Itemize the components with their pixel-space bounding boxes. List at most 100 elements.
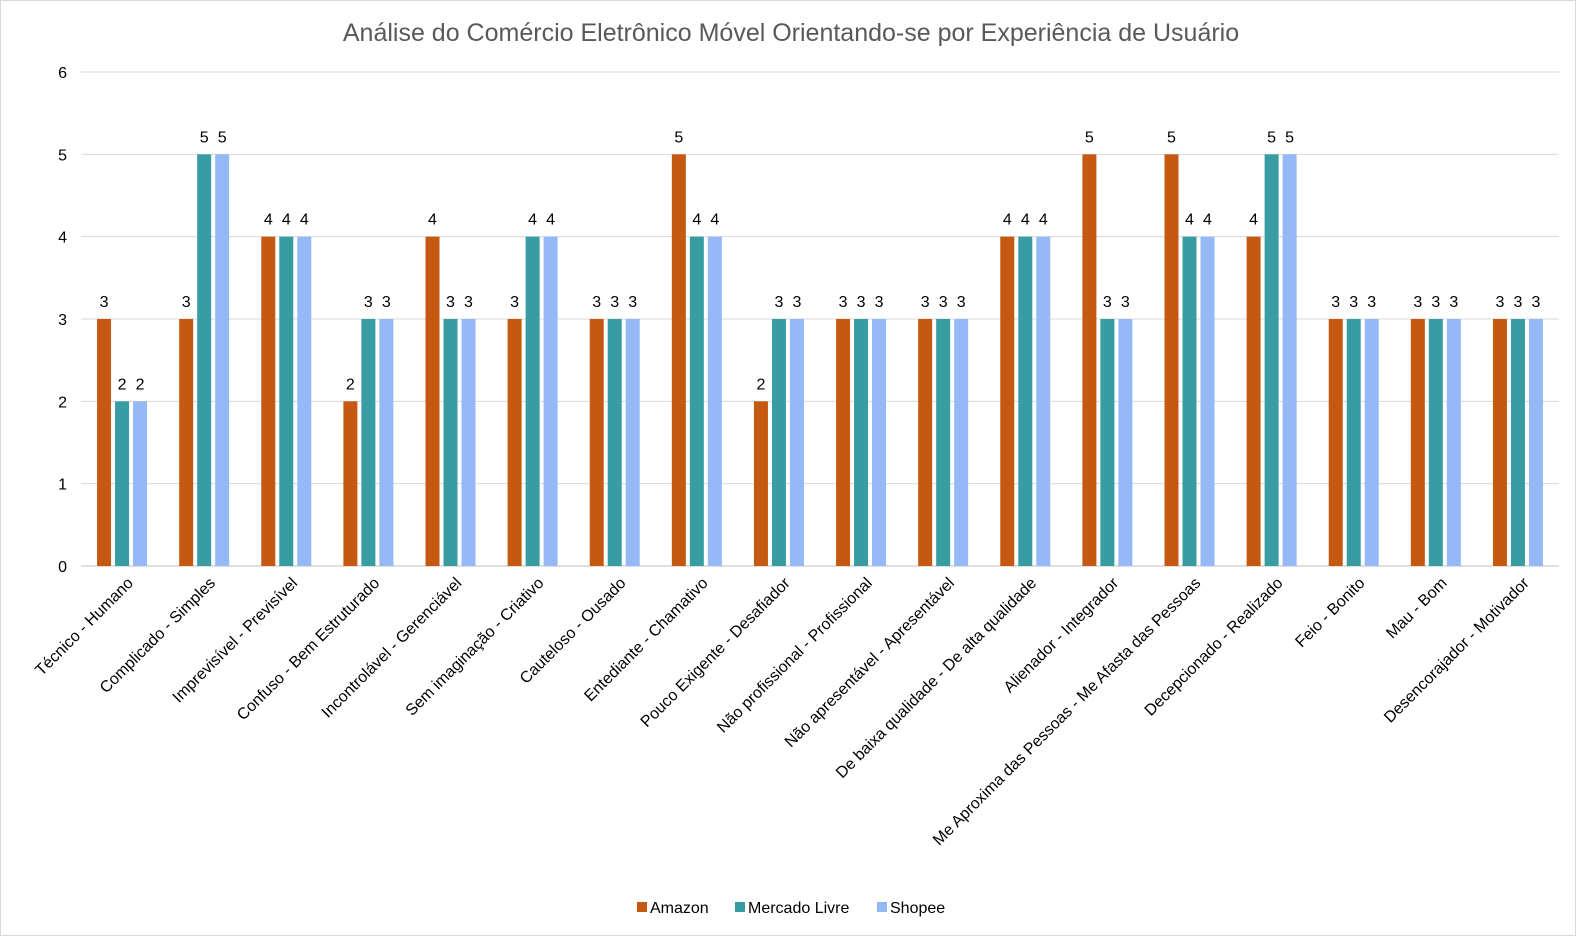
data-label: 5 [218, 129, 227, 146]
data-label: 5 [1285, 129, 1294, 146]
data-label: 3 [857, 294, 866, 311]
data-label: 3 [628, 294, 637, 311]
bar-shopee [133, 401, 148, 566]
bar-mercado-livre [1018, 236, 1033, 566]
bar-shopee [1446, 319, 1461, 566]
data-label: 3 [792, 294, 801, 311]
bar-mercado-livre [1510, 319, 1525, 566]
data-label: 3 [1513, 294, 1522, 311]
data-label: 2 [346, 376, 355, 393]
data-label: 3 [1331, 294, 1340, 311]
data-label: 4 [710, 212, 719, 229]
data-label: 3 [774, 294, 783, 311]
data-label: 3 [1121, 294, 1130, 311]
bar-mercado-livre [936, 319, 951, 566]
data-label: 3 [1449, 294, 1458, 311]
bar-amazon [1000, 236, 1015, 566]
bar-amazon [836, 319, 851, 566]
bar-shopee [1282, 154, 1297, 567]
bar-amazon [671, 154, 686, 567]
bar-shopee [297, 236, 312, 566]
bar-mercado-livre [115, 401, 130, 566]
bar-amazon [1492, 319, 1507, 566]
bar-amazon [179, 319, 194, 566]
bar-mercado-livre [689, 236, 704, 566]
data-label: 4 [1021, 212, 1030, 229]
bar-shopee [461, 319, 476, 566]
data-label: 3 [100, 294, 109, 311]
y-tick-label: 4 [58, 230, 67, 247]
bars [97, 154, 1543, 567]
legend-swatch [637, 902, 647, 912]
bar-mercado-livre [525, 236, 540, 566]
bar-amazon [261, 236, 276, 566]
bar-amazon [97, 319, 112, 566]
data-label: 3 [1495, 294, 1504, 311]
data-label: 3 [1103, 294, 1112, 311]
data-label: 4 [264, 212, 273, 229]
bar-amazon [425, 236, 440, 566]
legend-swatch [877, 902, 887, 912]
y-tick-label: 5 [58, 147, 67, 164]
data-label: 3 [592, 294, 601, 311]
bar-amazon [589, 319, 604, 566]
bar-mercado-livre [443, 319, 458, 566]
x-tick-label: Feio - Bonito [1292, 575, 1368, 651]
data-label: 3 [1431, 294, 1440, 311]
bar-mercado-livre [854, 319, 869, 566]
x-tick-label: Não profissional - Profissional [714, 575, 876, 737]
data-label: 5 [200, 129, 209, 146]
data-label: 2 [756, 376, 765, 393]
bar-mercado-livre [1346, 319, 1361, 566]
x-tick-label: Mau - Bom [1383, 575, 1450, 642]
data-label: 4 [1185, 212, 1194, 229]
data-label: 2 [136, 376, 145, 393]
bar-shopee [1364, 319, 1379, 566]
data-label: 5 [1167, 129, 1176, 146]
x-tick-label: Pouco Exigente - Desafiador [638, 574, 795, 731]
bar-mercado-livre [607, 319, 622, 566]
bar-amazon [753, 401, 768, 566]
data-label: 4 [692, 212, 701, 229]
data-label: 4 [282, 212, 291, 229]
bar-mercado-livre [1428, 319, 1443, 566]
legend-swatch [735, 902, 745, 912]
bar-mercado-livre [1264, 154, 1279, 567]
bar-amazon [343, 401, 358, 566]
data-label: 5 [1267, 129, 1276, 146]
y-axis-ticks: 0 1 2 3 4 5 6 [58, 65, 67, 576]
bar-amazon [1410, 319, 1425, 566]
bar-amazon [507, 319, 522, 566]
x-tick-label: Decepcionado - Realizado [1142, 575, 1287, 720]
bar-amazon [1328, 319, 1343, 566]
y-tick-label: 6 [58, 65, 67, 82]
bar-amazon [1082, 154, 1097, 567]
data-label: 3 [921, 294, 930, 311]
data-label: 3 [1367, 294, 1376, 311]
data-label: 3 [382, 294, 391, 311]
y-tick-label: 1 [58, 477, 67, 494]
data-label: 3 [839, 294, 848, 311]
bar-shopee [625, 319, 640, 566]
bar-amazon [918, 319, 933, 566]
x-tick-label: Sem imaginação - Criativo [403, 575, 548, 720]
bar-mercado-livre [197, 154, 212, 567]
bar-mercado-livre [1100, 319, 1115, 566]
legend-label: Amazon [650, 900, 709, 917]
data-label: 3 [939, 294, 948, 311]
data-label: 3 [875, 294, 884, 311]
chart-title: Análise do Comércio Eletrônico Móvel Ori… [343, 19, 1239, 47]
bar-amazon [1246, 236, 1261, 566]
bar-mercado-livre [771, 319, 786, 566]
y-tick-label: 2 [58, 394, 67, 411]
gridlines [81, 71, 1559, 567]
data-label: 3 [510, 294, 519, 311]
x-tick-label: Não apresentável - Apresentável [782, 575, 958, 751]
data-label: 3 [957, 294, 966, 311]
data-label: 3 [1531, 294, 1540, 311]
data-label: 3 [464, 294, 473, 311]
bar-mercado-livre [361, 319, 376, 566]
bar-shopee [1528, 319, 1543, 566]
x-tick-label: Desencorajador - Motivador [1381, 574, 1533, 726]
